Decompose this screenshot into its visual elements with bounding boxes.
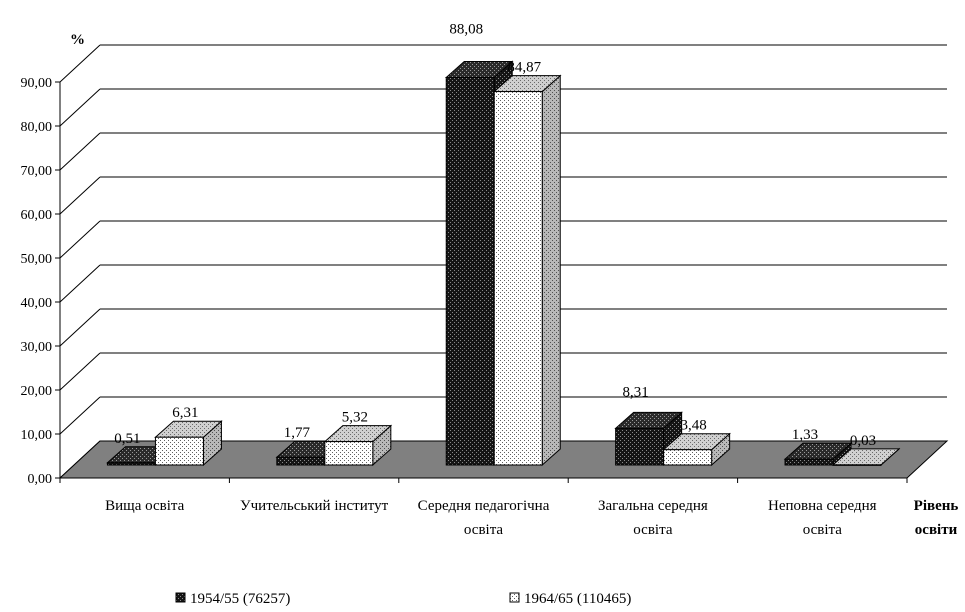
x-axis-label: Рівень освіти: [914, 498, 959, 538]
y-tick-label: 10,00: [21, 428, 53, 443]
category-label: Середня педагогічна освіта: [418, 498, 550, 538]
y-tick-label: 70,00: [21, 164, 53, 179]
y-tick-label: 40,00: [21, 296, 53, 311]
bar-series2: [662, 432, 731, 467]
gridline-diagonal: [59, 264, 101, 303]
x-axis-label-text: Рівень освіти: [914, 498, 959, 538]
gridline-diagonal: [59, 220, 101, 259]
gridline-diagonal: [59, 176, 101, 215]
data-label: 8,31: [623, 384, 649, 400]
legend-swatch: [509, 592, 520, 603]
data-label: 0,51: [114, 431, 140, 447]
y-tick-label: 20,00: [21, 384, 53, 399]
legend-item: 1954/55 (76257): [175, 591, 290, 607]
legend-label: 1964/65 (110465): [524, 591, 631, 607]
category-label: Вища освіта: [105, 498, 185, 514]
gridline-diagonal: [59, 308, 101, 347]
bar-series2: [154, 420, 223, 467]
legend-swatch: [175, 592, 186, 603]
y-axis: 0,00 10,00 20,00 30,00 40,00 50,00 60,00 70,00 8…: [21, 76, 908, 487]
data-label: 1,33: [792, 427, 818, 443]
data-labels: 0,51 6,31 1,77 5,32 88,08 84,87 8,31 3,48 1,33 0,…: [114, 21, 876, 448]
y-tick-label: 90,00: [21, 76, 53, 91]
data-label: 0,03: [850, 433, 876, 449]
bar-series1: [783, 442, 853, 467]
category-label: Неповна середня освіта: [768, 498, 877, 538]
data-label: 3,48: [681, 418, 707, 434]
y-axis-label: %: [70, 32, 85, 48]
data-label: 1,77: [284, 425, 311, 441]
category-labels: Вища освіта Учительський інститут Середня …: [105, 498, 877, 538]
bar-series2: [831, 447, 901, 467]
category-label: Загальна середня освіта: [598, 498, 708, 538]
data-label: 6,31: [172, 405, 198, 421]
gridline-diagonal: [59, 132, 101, 171]
gridline-diagonal: [59, 44, 101, 83]
bars: [106, 60, 901, 467]
y-tick-label: 60,00: [21, 208, 53, 223]
category-label: Учительський інститут: [240, 498, 389, 514]
y-tick-label: 80,00: [21, 120, 53, 135]
gridline-diagonal: [59, 396, 101, 435]
legend-item: 1964/65 (110465): [509, 591, 631, 607]
data-label: 88,08: [449, 21, 483, 37]
bar-series2: [323, 424, 393, 467]
data-label: 84,87: [507, 60, 541, 76]
y-tick-label: 30,00: [21, 340, 53, 355]
legend: 1954/55 (76257) 1964/65 (110465): [175, 591, 631, 607]
gridline-diagonal: [59, 88, 101, 127]
y-tick-label: 50,00: [21, 252, 53, 267]
y-tick-label: 0,00: [28, 472, 53, 487]
legend-label: 1954/55 (76257): [190, 591, 290, 607]
bar-series2: [492, 74, 562, 467]
data-label: 5,32: [342, 410, 368, 426]
gridline-diagonal: [59, 352, 101, 391]
